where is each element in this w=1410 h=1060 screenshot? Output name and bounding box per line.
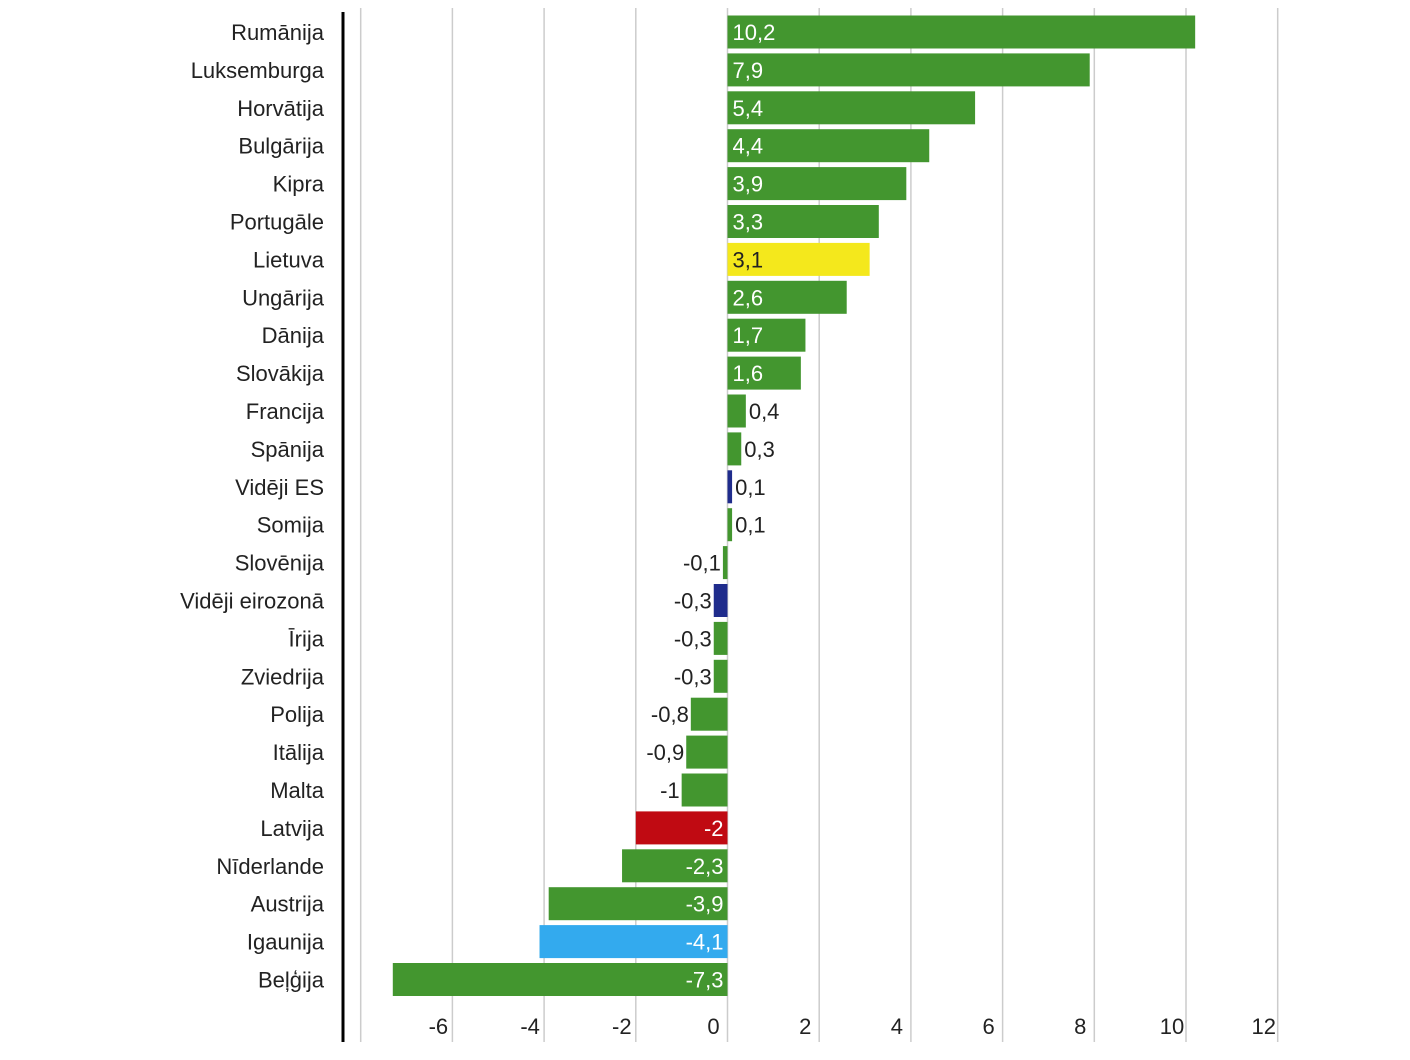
category-label: Luksemburga — [191, 58, 325, 83]
category-label: Dānija — [262, 323, 325, 348]
bar — [727, 280, 847, 314]
category-label: Francija — [246, 399, 325, 424]
bar — [727, 242, 870, 276]
x-tick-label: -2 — [612, 1014, 632, 1039]
category-label: Spānija — [251, 437, 325, 462]
bars — [392, 15, 1196, 996]
bar — [713, 659, 728, 693]
bar — [727, 356, 801, 390]
bar — [713, 584, 728, 617]
value-label: -0,3 — [674, 626, 712, 651]
value-label: 7,9 — [733, 58, 764, 83]
value-label: 3,1 — [733, 247, 764, 272]
category-label: Vidēji ES — [235, 475, 324, 500]
value-label: 5,4 — [733, 96, 764, 121]
bar — [548, 887, 728, 921]
bar — [727, 15, 1196, 49]
value-label: -0,8 — [651, 702, 689, 727]
value-label: 10,2 — [733, 20, 776, 45]
value-label: 0,1 — [735, 513, 766, 538]
category-label: Īrija — [289, 626, 325, 651]
value-label: 3,3 — [733, 210, 764, 235]
x-tick-label: 2 — [799, 1014, 811, 1039]
category-label: Ungārija — [242, 285, 325, 310]
category-label: Malta — [270, 778, 325, 803]
category-label: Austrija — [251, 892, 325, 917]
value-label: 4,4 — [733, 134, 764, 159]
value-label: -0,3 — [674, 664, 712, 689]
bar — [681, 773, 728, 807]
value-label: 2,6 — [733, 285, 764, 310]
category-label: Polija — [270, 702, 325, 727]
value-label: -0,3 — [674, 589, 712, 614]
x-tick-label: 8 — [1074, 1014, 1086, 1039]
value-label: -0,9 — [646, 740, 684, 765]
bar — [727, 508, 733, 542]
category-label: Horvātija — [237, 96, 325, 121]
bar — [539, 925, 728, 959]
bar — [727, 318, 806, 352]
category-label: Kipra — [273, 172, 325, 197]
category-label: Nīderlande — [216, 854, 324, 879]
value-label: 1,7 — [733, 323, 764, 348]
bar — [727, 167, 907, 201]
category-label: Beļģija — [258, 968, 325, 993]
bar — [727, 394, 746, 428]
value-label: 0,1 — [735, 475, 766, 500]
category-label: Lietuva — [253, 247, 325, 272]
grid-lines — [359, 8, 1279, 1042]
category-label: Vidēji eirozonā — [180, 589, 325, 614]
bar — [622, 849, 728, 883]
x-tick-label: 6 — [982, 1014, 994, 1039]
value-label: -2 — [704, 816, 724, 841]
category-label: Slovākija — [236, 361, 325, 386]
category-labels: Rumānija Luksemburga Horvātija Bulgārija Kip… — [180, 20, 325, 993]
category-label: Latvija — [260, 816, 324, 841]
category-label: Zviedrija — [241, 664, 325, 689]
x-tick-label: -6 — [429, 1014, 449, 1039]
x-tick-label: 12 — [1251, 1014, 1275, 1039]
value-label: 0,4 — [749, 399, 780, 424]
bar — [722, 546, 728, 580]
value-label: 0,3 — [744, 437, 775, 462]
bar — [727, 129, 930, 163]
value-label: -2,3 — [686, 854, 724, 879]
x-axis-tick-labels: -6 -4 -2 0 2 4 6 8 10 12 — [429, 1014, 1276, 1039]
value-label: -0,1 — [683, 551, 721, 576]
x-tick-label: 0 — [707, 1014, 719, 1039]
value-label: -4,1 — [686, 930, 724, 955]
category-label: Slovēnija — [235, 551, 325, 576]
bar — [727, 432, 742, 466]
value-label: 1,6 — [733, 361, 764, 386]
category-label: Somija — [257, 513, 325, 538]
category-label: Rumānija — [231, 20, 325, 45]
x-tick-label: 4 — [891, 1014, 903, 1039]
bar — [392, 963, 728, 996]
category-label: Igaunija — [247, 930, 325, 955]
value-label: -3,9 — [686, 892, 724, 917]
x-tick-label: -4 — [520, 1014, 540, 1039]
category-label: Portugāle — [230, 210, 324, 235]
bar — [727, 205, 879, 238]
bar — [713, 621, 728, 655]
bar — [686, 735, 728, 769]
category-label: Bulgārija — [238, 134, 324, 159]
bar — [635, 811, 728, 845]
value-label: -7,3 — [686, 968, 724, 993]
bar — [690, 697, 728, 731]
x-tick-label: 10 — [1160, 1014, 1184, 1039]
bar — [727, 53, 1090, 87]
value-label: 3,9 — [733, 172, 764, 197]
bar — [727, 91, 976, 125]
bar — [727, 470, 733, 504]
value-label: -1 — [660, 778, 680, 803]
category-label: Itālija — [273, 740, 325, 765]
value-labels: 10,2 7,9 5,4 4,4 3,9 3,3 3,1 2,6 1,7 1,6 0,4 0,3 0,1… — [646, 20, 779, 993]
